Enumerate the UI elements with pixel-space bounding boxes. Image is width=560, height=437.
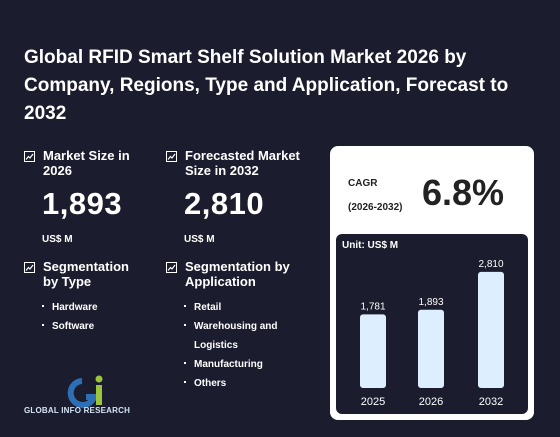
x-tick-label: 2025 — [361, 396, 385, 408]
forecast-label: Forecasted Market Size in 2032 — [185, 148, 300, 178]
cagr-value: 6.8% — [422, 172, 505, 213]
list-item: Retail — [184, 298, 304, 317]
bar-value-label: 2,810 — [478, 259, 503, 270]
seg-app-label: Segmentation by Application — [185, 259, 290, 289]
list-item: Others — [184, 374, 304, 393]
logo-text: GLOBAL INFO RESEARCH — [24, 406, 131, 415]
market-size-header: Market Size in 2026 — [24, 148, 154, 178]
forecast-header: Forecasted Market Size in 2032 — [166, 148, 316, 178]
cagr-label: CAGR — [348, 178, 378, 189]
x-tick-label: 2026 — [419, 396, 443, 408]
list-item: Manufacturing — [184, 355, 304, 374]
company-logo-icon — [67, 375, 103, 408]
bar-value-label: 1,781 — [360, 301, 385, 312]
growth-chart-icon — [24, 262, 35, 273]
seg-app-list: Retail Warehousing and Logistics Manufac… — [184, 298, 304, 393]
bar-chart: Unit: US$ M 1,781 2025 1,893 2026 2,810 2032 — [336, 234, 528, 414]
bar-2032 — [478, 271, 504, 388]
seg-type-label: Segmentation by Type — [43, 259, 129, 289]
chart-unit-label: Unit: US$ M — [342, 240, 399, 251]
seg-app-header: Segmentation by Application — [166, 259, 296, 289]
growth-chart-icon — [24, 151, 35, 162]
cagr-period: (2026-2032) — [348, 202, 403, 213]
market-size-unit: US$ M — [42, 234, 73, 245]
forecast-unit: US$ M — [184, 234, 215, 245]
page-title: Global RFID Smart Shelf Solution Market … — [24, 47, 509, 124]
x-tick-label: 2032 — [479, 396, 503, 408]
bar-chart-svg: 1,781 2025 1,893 2026 2,810 2032 — [360, 259, 504, 408]
forecast-value: 2,810 — [184, 186, 265, 221]
cagr-card: CAGR (2026-2032) 6.8% Unit: US$ M 1,781 2… — [330, 146, 534, 420]
seg-type-header: Segmentation by Type — [24, 259, 144, 289]
market-size-label: Market Size in 2026 — [43, 148, 130, 178]
list-item: Software — [42, 317, 98, 336]
seg-type-list: Hardware Software — [42, 298, 98, 336]
cagr-label-block: CAGR (2026-2032) — [348, 172, 402, 220]
growth-chart-icon — [166, 151, 177, 162]
list-item: Hardware — [42, 298, 98, 317]
bar-value-label: 1,893 — [418, 297, 443, 308]
bar-2025 — [360, 314, 386, 388]
list-item: Warehousing and Logistics — [184, 317, 304, 355]
growth-chart-icon — [166, 262, 177, 273]
market-size-value: 1,893 — [42, 186, 123, 221]
bar-2026 — [418, 309, 444, 388]
